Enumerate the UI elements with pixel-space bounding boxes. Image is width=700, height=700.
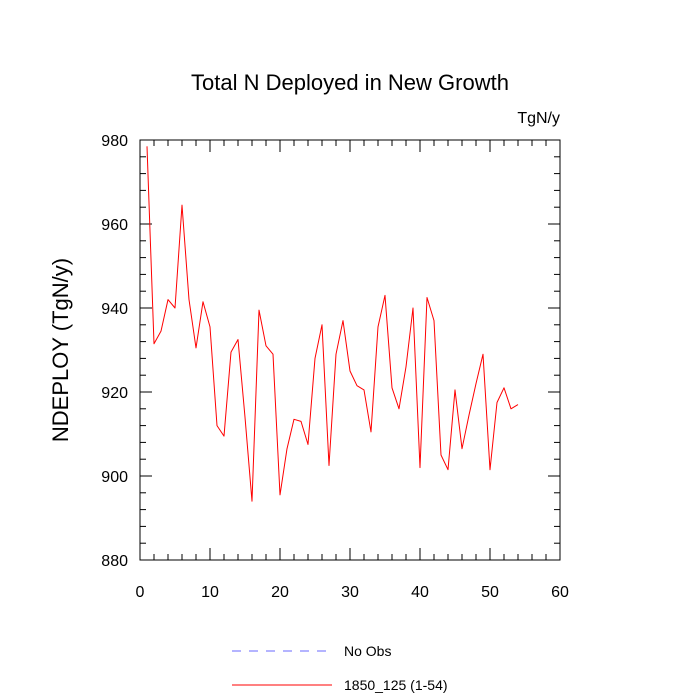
axis-ticks	[139, 139, 561, 561]
legend-label-no-obs: No Obs	[344, 643, 391, 659]
plot-frame	[139, 139, 561, 561]
y-tick-label: 880	[101, 553, 128, 570]
y-tick-labels: 880 900 920 940 960 980	[101, 133, 128, 570]
y-tick-label: 900	[101, 469, 128, 486]
series-line-0	[146, 146, 519, 502]
x-tick-label: 30	[341, 584, 359, 601]
legend: No Obs 1850_125 (1-54)	[232, 643, 448, 693]
series-lines	[146, 146, 519, 502]
legend-label-1850-125: 1850_125 (1-54)	[344, 677, 448, 693]
x-tick-label: 40	[411, 584, 429, 601]
y-tick-label: 960	[101, 217, 128, 234]
y-tick-label: 940	[101, 301, 128, 318]
x-tick-label: 50	[481, 584, 499, 601]
y-tick-label: 980	[101, 133, 128, 150]
y-tick-label: 920	[101, 385, 128, 402]
x-tick-label: 10	[201, 584, 219, 601]
y-axis-label: NDEPLOY (TgN/y)	[48, 258, 73, 442]
units-label: TgN/y	[517, 110, 560, 127]
x-tick-labels: 0 10 20 30 40 50 60	[136, 584, 569, 601]
x-tick-label: 60	[551, 584, 569, 601]
x-tick-label: 20	[271, 584, 289, 601]
chart-title: Total N Deployed in New Growth	[191, 70, 509, 95]
x-tick-label: 0	[136, 584, 145, 601]
